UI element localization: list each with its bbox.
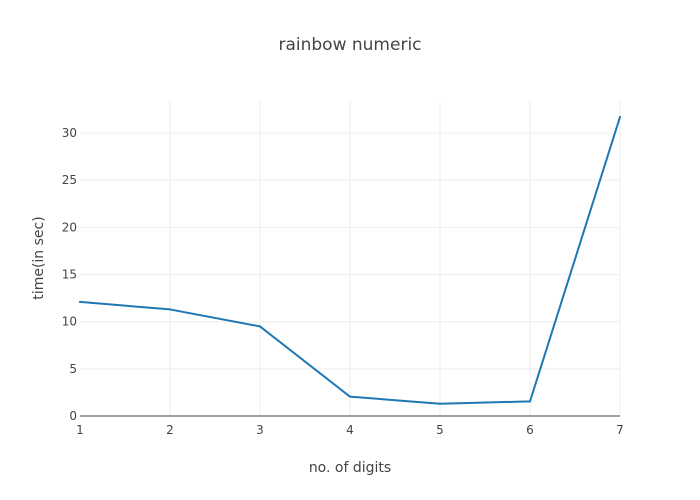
chart-title: rainbow numeric [278,35,421,55]
data-point [169,308,171,311]
data-point [79,300,81,303]
y-tick-label: 30 [62,126,77,140]
x-tick-label: 3 [256,423,264,437]
y-tick-label: 10 [62,315,77,329]
x-tick-label: 7 [616,423,624,437]
data-point [439,402,441,405]
data-point [619,116,621,119]
data-point [349,395,351,398]
x-tick-label: 1 [76,423,84,437]
x-tick-label: 4 [346,423,354,437]
y-tick-label: 20 [62,220,77,234]
data-point [529,400,531,403]
data-point [259,325,261,328]
y-tick-label: 25 [62,173,77,187]
y-tick-label: 15 [62,268,77,282]
x-tick-label: 6 [526,423,534,437]
y-axis-title: time(in sec) [31,216,47,299]
y-tick-label: 0 [69,409,77,423]
grid-lines [80,101,621,416]
x-tick-label: 5 [436,423,444,437]
x-axis-title: no. of digits [309,460,391,476]
y-tick-label: 5 [69,362,77,376]
tick-labels: 1 2 3 4 5 6 7 0 5 10 15 20 25 30 [62,126,624,437]
series-layer [79,116,621,405]
x-tick-label: 2 [166,423,174,437]
